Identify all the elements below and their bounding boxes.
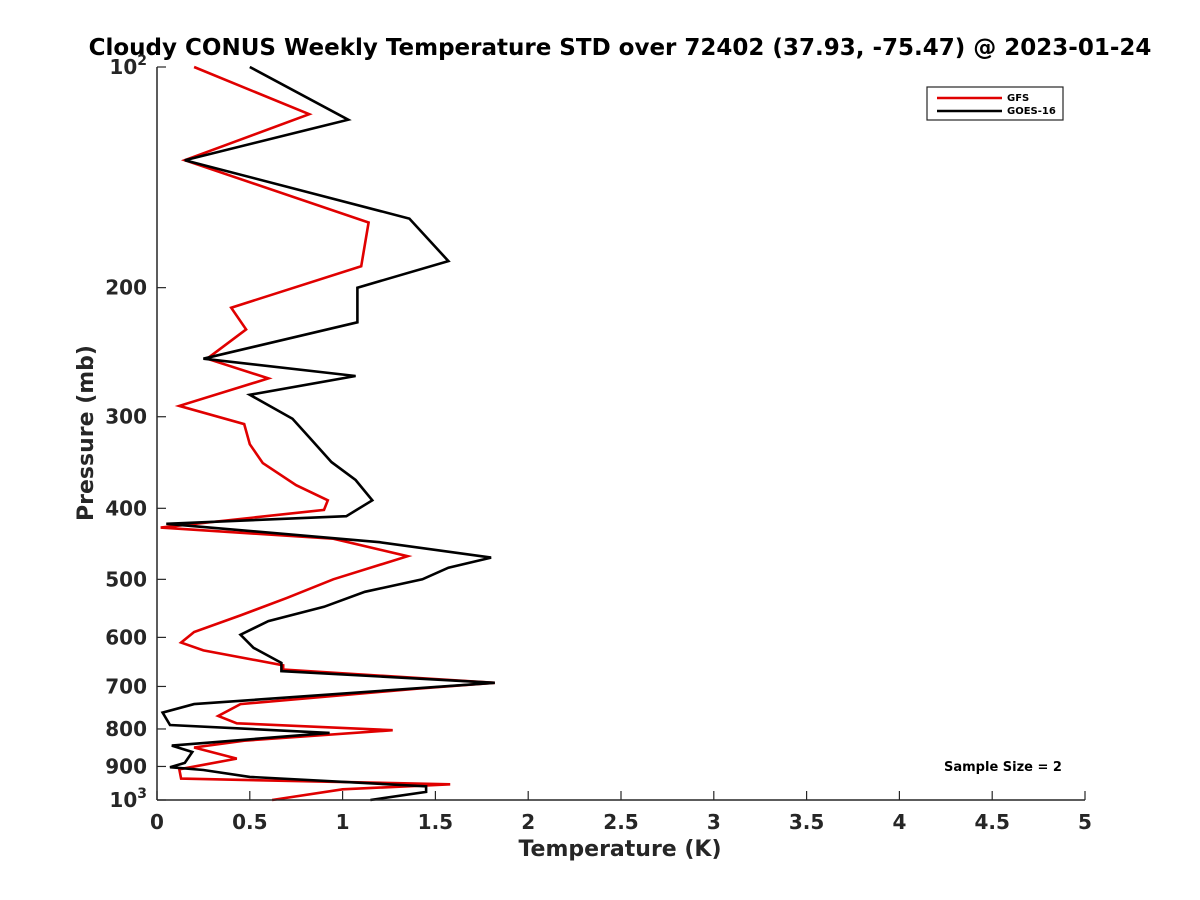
y-axis-title: Pressure (mb) [74, 345, 99, 521]
legend-label-goes16: GOES-16 [1007, 106, 1056, 117]
y-tick-label: 500 [105, 567, 147, 591]
plot-area: 0 0.5 1 1.5 2 2.5 3 3.5 4 4.5 5 102 200 300 400 500 600 7… [105, 53, 1092, 834]
x-axis-title: Temperature (K) [518, 837, 721, 862]
series-line-gfs [160, 65, 495, 802]
y-tick-label: 800 [105, 717, 147, 741]
x-tick-label: 1 [336, 810, 350, 834]
x-tick-label: 4 [892, 810, 906, 834]
y-tick-label: 700 [105, 674, 147, 698]
sample-size-annotation: Sample Size = 2 [944, 760, 1062, 775]
x-tick-label: 3 [707, 810, 721, 834]
x-tick-label: 4.5 [974, 810, 1009, 834]
y-tick-label: 900 [105, 754, 147, 778]
y-tick-label: 200 [105, 276, 147, 300]
legend: GFS GOES-16 [926, 86, 1064, 121]
x-tick-label: 1.5 [418, 810, 453, 834]
x-tick-label: 5 [1078, 810, 1092, 834]
x-tick-label: 3.5 [789, 810, 824, 834]
y-tick-label: 103 [109, 786, 147, 812]
legend-label-gfs: GFS [1007, 93, 1029, 104]
chart-title: Cloudy CONUS Weekly Temperature STD over… [89, 35, 1152, 61]
x-tick-label: 0.5 [232, 810, 267, 834]
y-tick-label: 400 [105, 496, 147, 520]
y-tick-label: 600 [105, 625, 147, 649]
y-tick-label: 102 [109, 53, 147, 79]
series-line-goes16 [160, 65, 495, 802]
y-tick-label: 300 [105, 405, 147, 429]
x-tick-label: 0 [150, 810, 164, 834]
legend-box [926, 86, 1064, 121]
x-tick-label: 2.5 [603, 810, 638, 834]
x-tick-label: 2 [521, 810, 535, 834]
